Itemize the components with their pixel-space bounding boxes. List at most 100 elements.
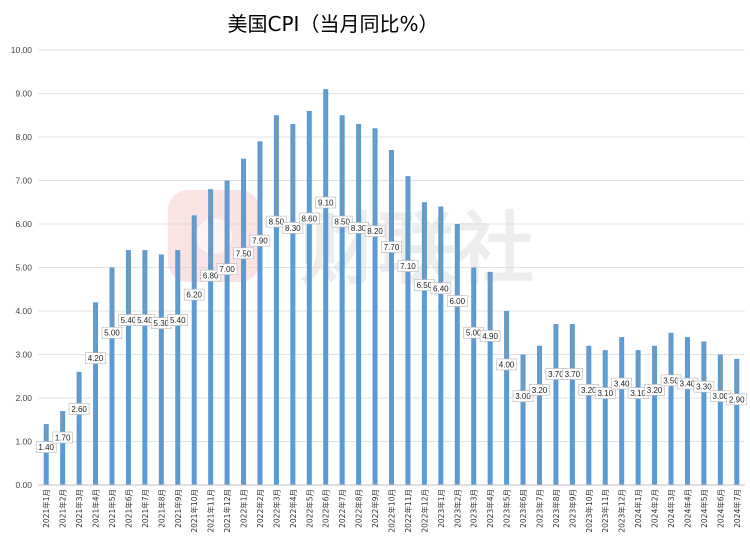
x-tick-label: 2021年10月 bbox=[189, 489, 199, 533]
data-label-text: 3.50 bbox=[663, 376, 679, 385]
data-label-text: 7.90 bbox=[252, 237, 268, 246]
data-label-text: 8.50 bbox=[334, 218, 350, 227]
x-tick-label: 2021年7月 bbox=[140, 489, 150, 528]
bar bbox=[306, 110, 312, 486]
data-label: 1.70 bbox=[52, 413, 73, 444]
bar bbox=[652, 345, 658, 485]
data-label-box bbox=[68, 403, 90, 415]
data-label-text: 3.00 bbox=[713, 392, 729, 401]
x-tick-label: 2022年4月 bbox=[288, 489, 298, 528]
bar bbox=[43, 424, 49, 485]
data-label: 1.40 bbox=[35, 426, 57, 453]
x-tick-label: 2023年7月 bbox=[534, 489, 544, 528]
x-tick-label: 2024年4月 bbox=[682, 489, 692, 528]
watermark-logo-ring bbox=[196, 218, 232, 254]
data-label-text: 4.20 bbox=[88, 354, 104, 363]
x-tick-label: 2021年1月 bbox=[41, 489, 51, 528]
bar bbox=[471, 267, 477, 485]
x-tick-label: 2022年1月 bbox=[239, 489, 249, 528]
bar bbox=[60, 411, 66, 485]
x-tick-label: 2022年3月 bbox=[271, 489, 281, 528]
data-label-text: 8.50 bbox=[269, 218, 285, 227]
x-tick-label: 2023年2月 bbox=[452, 489, 462, 528]
data-label: 5.40 bbox=[167, 252, 189, 326]
data-label-text: 5.00 bbox=[466, 329, 482, 338]
x-tick-label: 2021年4月 bbox=[91, 489, 101, 528]
x-tick-label: 2023年12月 bbox=[617, 489, 627, 533]
data-label: 3.20 bbox=[529, 347, 550, 396]
y-tick-label: 7.00 bbox=[15, 176, 32, 186]
data-label-box bbox=[35, 441, 57, 453]
data-label: 3.40 bbox=[611, 339, 632, 390]
data-label-box bbox=[430, 282, 452, 295]
bar bbox=[208, 189, 214, 485]
data-label: 9.10 bbox=[315, 91, 337, 209]
x-tick-label: 2023年8月 bbox=[551, 489, 561, 528]
data-label-text: 8.30 bbox=[351, 224, 367, 233]
data-label-text: 8.60 bbox=[302, 214, 318, 223]
x-axis-ticks: 2021年1月 2021年2月 2021年3月 2021年4月 2021年5月 2021年… bbox=[41, 489, 742, 533]
data-label-text: 4.00 bbox=[499, 360, 515, 369]
data-label: 7.90 bbox=[249, 143, 271, 247]
bar bbox=[454, 224, 460, 485]
data-label-box bbox=[611, 377, 632, 390]
bar bbox=[191, 215, 197, 486]
data-label-text: 3.10 bbox=[630, 389, 646, 398]
watermark: 财联社 bbox=[168, 190, 534, 295]
data-label: 3.70 bbox=[562, 326, 583, 380]
data-label-text: 8.30 bbox=[285, 224, 301, 233]
x-tick-label: 2024年1月 bbox=[633, 489, 643, 528]
x-tick-label: 2022年11月 bbox=[403, 489, 413, 533]
data-label: 2.60 bbox=[68, 373, 90, 415]
data-label-text: 6.00 bbox=[449, 297, 465, 306]
bar bbox=[717, 354, 723, 485]
data-label-text: 3.20 bbox=[532, 386, 548, 395]
bar bbox=[602, 350, 608, 485]
data-label-text: 5.40 bbox=[137, 316, 153, 325]
data-labels: 1.401.702.604.205.005.40 5.40 5.30 5.406.20… bbox=[35, 91, 748, 453]
y-axis-ticks: 0.00 1.00 2.00 3.00 4.00 5.00 6.00 7.00 8.00 9.00… bbox=[11, 45, 33, 490]
data-label-text: 8.20 bbox=[367, 227, 383, 236]
x-tick-label: 2023年6月 bbox=[518, 489, 528, 528]
bar bbox=[273, 115, 279, 485]
data-label-text: 2.90 bbox=[729, 395, 745, 404]
data-label: 6.40 bbox=[430, 208, 452, 295]
data-label-text: 6.80 bbox=[203, 272, 219, 281]
bar bbox=[356, 123, 362, 485]
data-label-text: 5.40 bbox=[121, 316, 137, 325]
x-tick-label: 2023年10月 bbox=[584, 489, 594, 533]
bar bbox=[224, 180, 230, 485]
bar bbox=[504, 311, 510, 485]
data-label-box bbox=[496, 358, 517, 371]
x-tick-label: 2021年11月 bbox=[206, 489, 216, 533]
data-label: 6.20 bbox=[183, 217, 205, 301]
y-tick-label: 9.00 bbox=[15, 89, 32, 99]
x-tick-label: 2021年3月 bbox=[74, 489, 84, 528]
bar bbox=[487, 271, 493, 485]
bar bbox=[76, 371, 82, 485]
data-label: 8.30 bbox=[282, 125, 304, 234]
bar bbox=[158, 254, 164, 485]
bar bbox=[421, 202, 427, 485]
y-tick-label: 0.00 bbox=[15, 480, 32, 490]
y-tick-label: 4.00 bbox=[15, 306, 32, 316]
data-label: 6.80 bbox=[200, 191, 221, 282]
data-label-text: 1.70 bbox=[55, 434, 71, 443]
bar bbox=[619, 337, 625, 485]
x-tick-label: 2021年2月 bbox=[58, 489, 68, 528]
bar bbox=[734, 358, 740, 485]
bars bbox=[43, 89, 740, 486]
data-label: 8.60 bbox=[298, 112, 320, 225]
data-label-text: 3.20 bbox=[581, 386, 597, 395]
x-tick-label: 2022年10月 bbox=[387, 489, 397, 533]
bar bbox=[569, 324, 575, 485]
data-label-box bbox=[52, 431, 73, 444]
data-label-box bbox=[266, 215, 287, 228]
x-tick-label: 2023年5月 bbox=[502, 489, 512, 528]
bar bbox=[142, 250, 148, 485]
data-label-box bbox=[233, 247, 254, 260]
bar bbox=[109, 267, 115, 485]
data-label: 3.30 bbox=[693, 343, 715, 393]
x-tick-label: 2023年3月 bbox=[469, 489, 479, 528]
bar bbox=[323, 89, 329, 486]
